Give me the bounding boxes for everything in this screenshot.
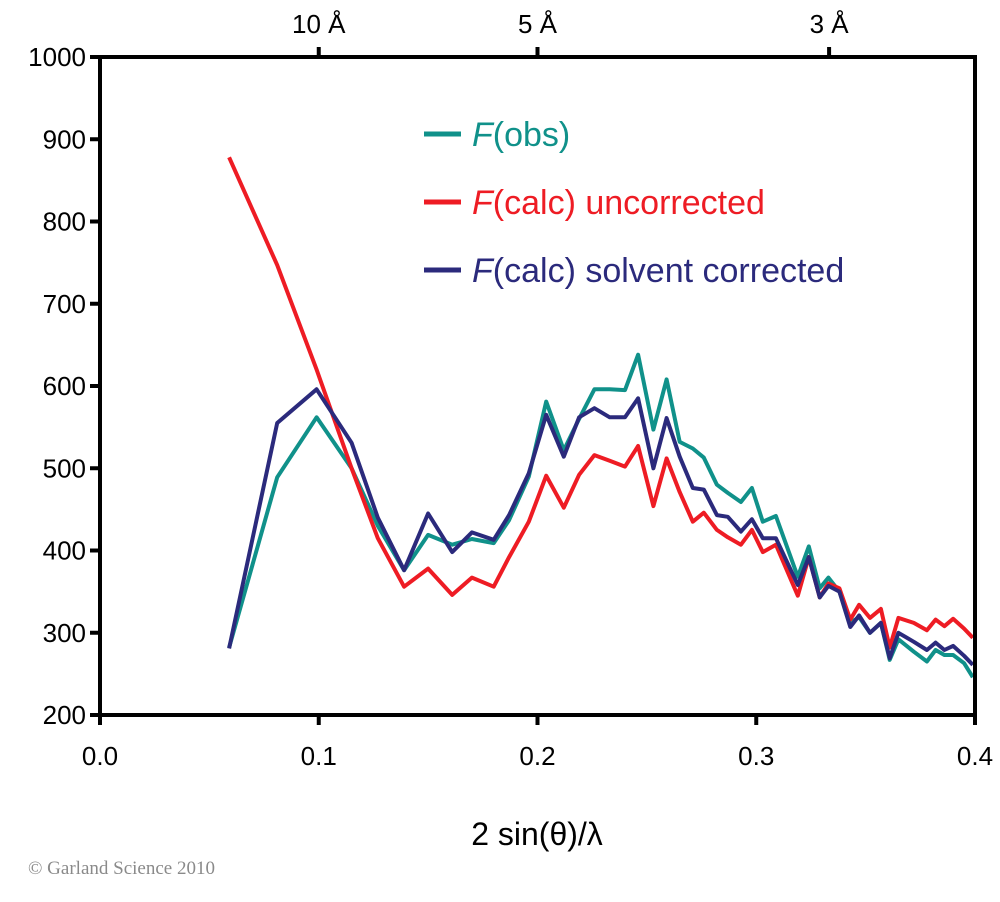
- legend: F(obs) F(calc) uncorrected F(calc) solvent…: [424, 116, 844, 290]
- y-tick-label: 800: [43, 207, 86, 237]
- x-tick-label: 0.1: [301, 741, 337, 771]
- y-tick-label: 300: [43, 618, 86, 648]
- series-layer: [227, 156, 975, 679]
- x-tick-label: 0.3: [738, 741, 774, 771]
- y-tick-label: 900: [43, 124, 86, 154]
- plot-frame: [98, 55, 977, 717]
- x-tick-label: 0.4: [957, 741, 993, 771]
- top-tick-label: 3 Å: [810, 9, 850, 39]
- copyright-credit: © Garland Science 2010: [28, 858, 215, 879]
- y-tick-label: 600: [43, 371, 86, 401]
- top-tick-label: 10 Å: [292, 9, 346, 39]
- x-tick-label: 0.2: [519, 741, 555, 771]
- series-line-0: [227, 352, 975, 679]
- axis-layer: 200 300 400 500 600 700 800 900 1000 0.0 0.1 0.2 0.3…: [28, 9, 993, 771]
- y-tick-label: 200: [43, 700, 86, 730]
- y-tick-label: 700: [43, 289, 86, 319]
- legend-label-0: F(obs): [472, 116, 570, 154]
- x-axis-title: 2 sin(θ)/λ: [471, 816, 603, 852]
- y-tick-label: 1000: [28, 42, 86, 72]
- top-tick-label: 5 Å: [518, 9, 558, 39]
- y-tick-label: 400: [43, 536, 86, 566]
- y-tick-label: 500: [43, 453, 86, 483]
- legend-label-1: F(calc) uncorrected: [472, 184, 765, 222]
- legend-label-2: F(calc) solvent corrected: [472, 252, 844, 290]
- series-line-1: [227, 156, 975, 650]
- x-tick-label: 0.0: [82, 741, 118, 771]
- series-line-2: [227, 387, 975, 667]
